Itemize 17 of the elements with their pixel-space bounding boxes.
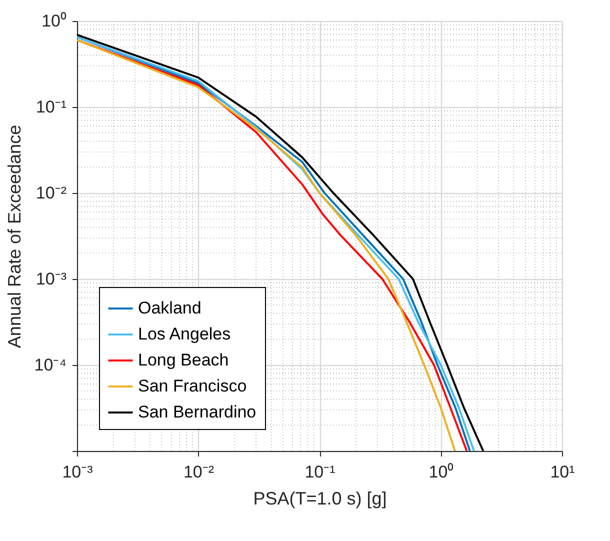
- legend-label: Los Angeles: [138, 324, 231, 344]
- y-axis-title: Annual Rate of Exceedance: [4, 124, 24, 348]
- x-tick-label: 10⁻²: [183, 462, 214, 482]
- y-tick-label: 10⁻³: [36, 270, 67, 288]
- legend-label: San Francisco: [138, 376, 247, 396]
- y-tick-label: 10⁰: [42, 12, 66, 30]
- x-tick-label: 10⁻³: [62, 462, 94, 482]
- y-tick-label: 10⁻¹: [36, 98, 67, 116]
- y-tick-label: 10⁻²: [36, 184, 67, 202]
- legend-label: San Bernardino: [138, 402, 256, 422]
- x-axis-title: PSA(T=1.0 s) [g]: [253, 488, 387, 508]
- x-tick-label: 10¹: [550, 462, 576, 482]
- x-tick-label: 10⁻¹: [304, 462, 336, 482]
- x-tick-label: 10⁰: [428, 462, 454, 482]
- legend-label: Oakland: [138, 298, 202, 318]
- legend-label: Long Beach: [138, 350, 229, 370]
- y-tick-label: 10⁻⁴: [34, 356, 66, 374]
